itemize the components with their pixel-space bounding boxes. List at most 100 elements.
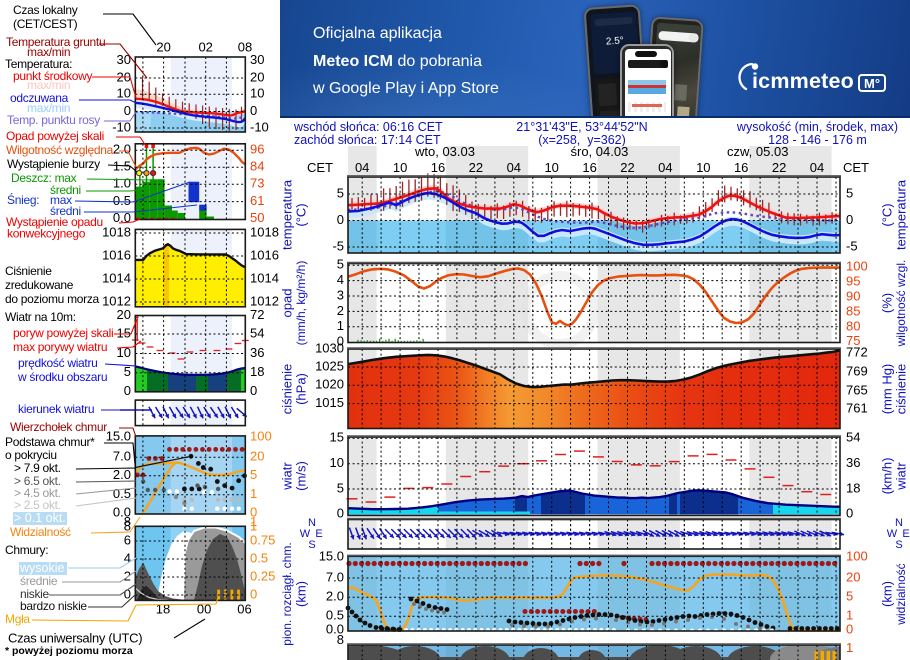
svg-text:765: 765 [846,382,868,397]
svg-text:1020: 1020 [315,377,344,392]
svg-text:0: 0 [846,212,853,227]
svg-text:1025: 1025 [315,358,344,373]
svg-text:(km/h): (km/h) [879,458,894,495]
svg-text:pion. rozciągł. chm.: pion. rozciągł. chm. [280,542,294,645]
svg-text:0.5: 0.5 [113,193,131,208]
svg-text:18: 18 [156,602,170,617]
svg-text:5: 5 [337,480,344,495]
svg-text:E: E [902,528,909,540]
svg-text:7.0: 7.0 [326,569,344,584]
svg-text:1: 1 [250,514,257,529]
svg-text:śro, 04.03: śro, 04.03 [571,144,629,159]
svg-text:1015: 1015 [315,395,344,410]
svg-text:3: 3 [337,287,344,302]
svg-text:poryw powyżej skali: poryw powyżej skali [13,326,113,340]
svg-text:niskie: niskie [20,587,50,601]
svg-text:54: 54 [846,430,860,445]
svg-text:konwekcyjnego: konwekcyjnego [7,227,86,241]
svg-text:02: 02 [198,39,212,54]
svg-text:20: 20 [117,307,131,322]
svg-text:0.0: 0.0 [113,210,131,225]
svg-text:prędkość wiatru: prędkość wiatru [18,356,98,370]
svg-text:04: 04 [658,160,672,175]
svg-text:5: 5 [124,364,131,379]
svg-text:Ciśnienie: Ciśnienie [5,264,52,278]
svg-text:8: 8 [124,518,131,533]
svg-text:N: N [308,517,316,529]
svg-text:5: 5 [337,185,344,200]
svg-text:temperatura: temperatura [279,179,294,250]
svg-text:36: 36 [250,345,264,360]
svg-text:punkt środkowy: punkt środkowy [13,69,92,83]
svg-text:6: 6 [124,532,131,547]
svg-text:04: 04 [507,160,521,175]
svg-text:widzialność: widzialność [894,563,908,625]
svg-text:średni: średni [50,204,81,218]
svg-text:CET: CET [307,160,333,175]
svg-text:85: 85 [846,303,860,318]
svg-text:max: max [50,193,72,207]
svg-text:wiatr: wiatr [279,462,294,491]
svg-text:73: 73 [250,176,264,191]
svg-text:1: 1 [846,608,853,623]
svg-text:30: 30 [117,52,131,67]
svg-text:16: 16 [582,160,596,175]
svg-text:15: 15 [330,430,344,445]
svg-text:S: S [895,539,902,551]
svg-text:769: 769 [846,363,868,378]
svg-text:> 2.5 okt.: > 2.5 okt. [14,498,61,512]
svg-text:wysokie: wysokie [19,561,65,575]
svg-text:0: 0 [250,383,257,398]
svg-text:0.25: 0.25 [250,568,275,583]
svg-text:1: 1 [846,640,853,655]
svg-text:4: 4 [337,272,344,287]
svg-text:10: 10 [696,160,710,175]
svg-text:W: W [300,528,311,540]
svg-text:10: 10 [117,86,131,101]
svg-text:czw, 05.03: czw, 05.03 [727,144,788,159]
svg-text:7.0: 7.0 [113,449,131,464]
svg-text:06: 06 [237,602,251,617]
svg-text:-5: -5 [846,238,858,253]
svg-text:2.0: 2.0 [113,467,131,482]
svg-text:0: 0 [337,334,344,349]
svg-text:10: 10 [250,86,264,101]
svg-text:84: 84 [250,159,264,174]
svg-text:15.0: 15.0 [319,549,344,564]
svg-text:1016: 1016 [102,247,131,262]
svg-text:20: 20 [250,449,264,464]
svg-text:S: S [308,539,315,551]
svg-text:16: 16 [431,160,445,175]
svg-text:Widzialność: Widzialność [10,525,71,539]
svg-text:* powyżej poziomu morza: * powyżej poziomu morza [5,645,133,657]
svg-text:o pokryciu: o pokryciu [5,448,57,462]
svg-text:średni: średni [50,183,81,197]
svg-text:96: 96 [250,142,264,157]
svg-text:0: 0 [250,103,257,118]
svg-text:1014: 1014 [250,270,279,285]
svg-text:1018: 1018 [102,224,131,239]
svg-text:-10: -10 [250,119,269,134]
svg-text:bardzo niskie: bardzo niskie [20,599,87,613]
svg-text:0.0: 0.0 [113,504,131,519]
svg-text:(mm/h, kg/m²/h): (mm/h, kg/m²/h) [294,261,308,346]
svg-text:0: 0 [337,212,344,227]
svg-text:2: 2 [124,568,131,583]
svg-text:Czas lokalny: Czas lokalny [13,3,78,17]
svg-text:04: 04 [355,160,369,175]
svg-text:0: 0 [124,383,131,398]
svg-text:5: 5 [846,589,853,604]
svg-text:ciśnienie: ciśnienie [893,364,908,415]
svg-text:20: 20 [250,69,264,84]
svg-text:(°C): (°C) [879,203,894,226]
svg-text:10: 10 [330,455,344,470]
svg-text:do poziomu morza: do poziomu morza [5,292,100,306]
svg-text:max/min: max/min [27,78,70,92]
svg-text:761: 761 [846,400,868,415]
svg-text:(m/s): (m/s) [293,461,308,491]
svg-text:W: W [887,528,898,540]
svg-text:0.75: 0.75 [250,532,275,547]
svg-text:1: 1 [337,318,344,333]
svg-text:100: 100 [250,428,272,443]
svg-text:1.0: 1.0 [113,176,131,191]
